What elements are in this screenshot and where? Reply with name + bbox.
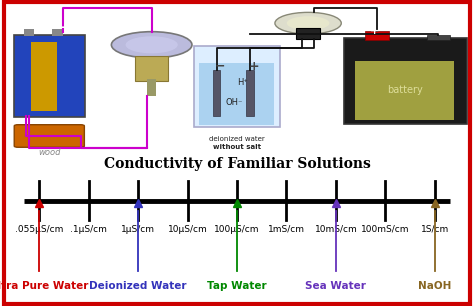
Text: .055μS/cm: .055μS/cm bbox=[15, 225, 64, 234]
FancyBboxPatch shape bbox=[296, 28, 320, 39]
Circle shape bbox=[287, 16, 329, 30]
Text: −: − bbox=[215, 60, 226, 73]
Text: Deionized Water: Deionized Water bbox=[89, 281, 187, 291]
FancyBboxPatch shape bbox=[344, 38, 467, 125]
Text: wood: wood bbox=[38, 148, 61, 157]
Circle shape bbox=[111, 32, 192, 58]
FancyBboxPatch shape bbox=[14, 125, 84, 147]
Text: +: + bbox=[370, 26, 379, 36]
Bar bbox=[199, 63, 274, 125]
Text: 1S/cm: 1S/cm bbox=[421, 225, 449, 234]
Text: 100μS/cm: 100μS/cm bbox=[214, 225, 260, 234]
Text: battery: battery bbox=[387, 85, 423, 95]
Bar bbox=[355, 61, 454, 120]
Circle shape bbox=[275, 12, 341, 34]
Text: OH⁻: OH⁻ bbox=[226, 98, 243, 107]
Text: H⁺: H⁺ bbox=[237, 78, 248, 87]
Bar bbox=[365, 31, 389, 40]
Text: 1mS/cm: 1mS/cm bbox=[268, 225, 305, 234]
Text: 10mS/cm: 10mS/cm bbox=[315, 225, 357, 234]
Text: .1μS/cm: .1μS/cm bbox=[70, 225, 107, 234]
FancyBboxPatch shape bbox=[194, 46, 280, 128]
Text: Ultra Pure Water: Ultra Pure Water bbox=[0, 281, 89, 291]
Bar bbox=[24, 28, 34, 35]
FancyBboxPatch shape bbox=[135, 56, 168, 81]
Text: deionized water: deionized water bbox=[209, 136, 265, 142]
FancyBboxPatch shape bbox=[14, 35, 85, 117]
Text: without salt: without salt bbox=[213, 144, 261, 150]
Text: −: − bbox=[22, 21, 33, 34]
Text: −: − bbox=[431, 26, 441, 36]
Text: +: + bbox=[60, 21, 71, 34]
Text: +: + bbox=[248, 60, 259, 73]
Text: Sea Water: Sea Water bbox=[305, 281, 366, 291]
Bar bbox=[427, 35, 450, 40]
Circle shape bbox=[126, 36, 178, 53]
Text: 10μS/cm: 10μS/cm bbox=[168, 225, 208, 234]
Bar bbox=[213, 69, 220, 116]
Text: NaOH: NaOH bbox=[418, 281, 452, 291]
Text: Conductivity of Familiar Solutions: Conductivity of Familiar Solutions bbox=[103, 158, 371, 171]
Text: Tap Water: Tap Water bbox=[207, 281, 267, 291]
Bar bbox=[31, 42, 57, 111]
Bar bbox=[147, 79, 156, 96]
Bar bbox=[246, 69, 254, 116]
Text: 1μS/cm: 1μS/cm bbox=[121, 225, 155, 234]
Text: 100mS/cm: 100mS/cm bbox=[361, 225, 410, 234]
Bar bbox=[52, 28, 63, 35]
